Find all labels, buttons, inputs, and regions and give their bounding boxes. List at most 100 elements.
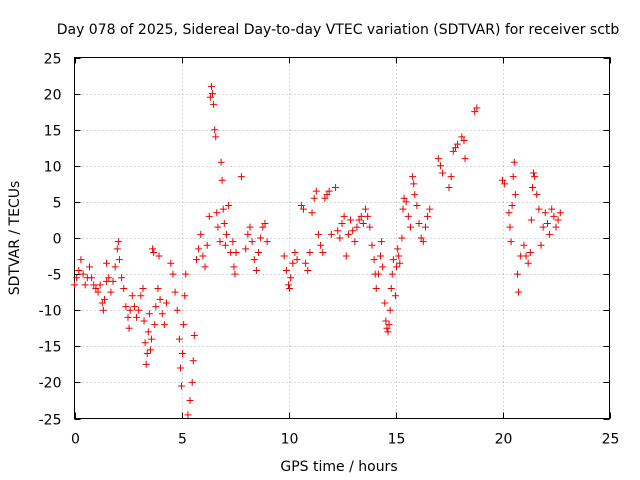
- data-point: [206, 93, 214, 101]
- data-point: [184, 411, 192, 419]
- data-point: [94, 288, 102, 296]
- data-point: [370, 256, 378, 264]
- data-point: [445, 183, 453, 191]
- data-point: [218, 176, 226, 184]
- data-point: [546, 230, 554, 238]
- data-point: [175, 335, 183, 343]
- data-point: [389, 256, 397, 264]
- x-tick-label: 5: [178, 432, 187, 448]
- data-point: [317, 241, 325, 249]
- data-point: [195, 245, 203, 253]
- data-point: [393, 263, 401, 271]
- data-point: [460, 137, 468, 145]
- data-point: [146, 346, 154, 354]
- data-point: [151, 321, 159, 329]
- data-point: [167, 259, 175, 267]
- data-point: [340, 212, 348, 220]
- data-point: [88, 274, 96, 282]
- data-point: [451, 144, 459, 152]
- data-point: [382, 317, 390, 325]
- data-point: [154, 285, 162, 293]
- data-point: [210, 100, 218, 108]
- data-point: [217, 158, 225, 166]
- data-point: [285, 281, 292, 289]
- data-point: [447, 173, 455, 181]
- data-point: [201, 263, 209, 271]
- data-point: [454, 140, 462, 148]
- data-point: [304, 266, 312, 274]
- data-point: [353, 223, 361, 231]
- y-tick-label: 0: [53, 232, 62, 248]
- data-point: [173, 306, 181, 314]
- data-point: [230, 263, 238, 271]
- data-point: [413, 202, 421, 210]
- data-point: [96, 281, 104, 289]
- data-point: [410, 180, 418, 188]
- data-point: [291, 248, 299, 256]
- y-tick-label: -15: [39, 340, 62, 356]
- data-point: [344, 230, 352, 238]
- data-point: [310, 194, 318, 202]
- data-point: [528, 183, 536, 191]
- data-point: [302, 259, 310, 267]
- data-point: [85, 263, 93, 271]
- data-point: [156, 295, 164, 303]
- data-point: [548, 205, 556, 213]
- data-point: [189, 357, 197, 365]
- data-point: [417, 234, 425, 242]
- data-point: [124, 313, 132, 321]
- data-point: [374, 270, 382, 278]
- data-point: [188, 378, 196, 386]
- data-point: [216, 238, 224, 246]
- data-point: [387, 285, 395, 293]
- data-point: [396, 259, 404, 267]
- data-point: [143, 350, 151, 358]
- data-point: [115, 256, 123, 264]
- data-point: [120, 285, 128, 293]
- data-point: [261, 220, 269, 228]
- data-point: [257, 234, 265, 242]
- data-point: [248, 238, 256, 246]
- data-point: [473, 104, 481, 112]
- data-points: [71, 82, 564, 419]
- data-point: [539, 223, 547, 231]
- x-tick-label: 20: [495, 432, 513, 448]
- data-point: [406, 223, 414, 231]
- data-point: [118, 274, 126, 282]
- data-point: [250, 256, 258, 264]
- data-point: [75, 266, 83, 274]
- data-point: [325, 187, 333, 195]
- data-point: [394, 245, 402, 253]
- data-point: [355, 216, 363, 224]
- y-tick-label: 25: [44, 52, 62, 68]
- data-point: [362, 205, 370, 213]
- data-point: [541, 209, 549, 217]
- data-point: [114, 238, 122, 246]
- data-point: [149, 245, 157, 253]
- data-point: [461, 155, 469, 163]
- x-tick-label: 0: [71, 432, 80, 448]
- data-point: [319, 248, 327, 256]
- data-point: [351, 238, 359, 246]
- data-point: [155, 252, 163, 260]
- data-point: [334, 227, 342, 235]
- data-point: [507, 238, 515, 246]
- data-point: [349, 227, 357, 235]
- data-point: [531, 173, 539, 181]
- data-point: [182, 270, 190, 278]
- data-point: [186, 396, 194, 404]
- data-point: [377, 252, 385, 260]
- data-point: [222, 230, 230, 238]
- data-point: [379, 263, 387, 271]
- data-point: [99, 306, 107, 314]
- data-point: [111, 263, 119, 271]
- data-point: [342, 252, 350, 260]
- data-point: [179, 350, 187, 358]
- data-point: [203, 241, 211, 249]
- data-point: [209, 90, 217, 98]
- y-tick-label: -10: [39, 304, 62, 320]
- data-point: [321, 194, 329, 202]
- data-point: [212, 133, 220, 141]
- data-point: [381, 299, 389, 307]
- data-point: [148, 335, 156, 343]
